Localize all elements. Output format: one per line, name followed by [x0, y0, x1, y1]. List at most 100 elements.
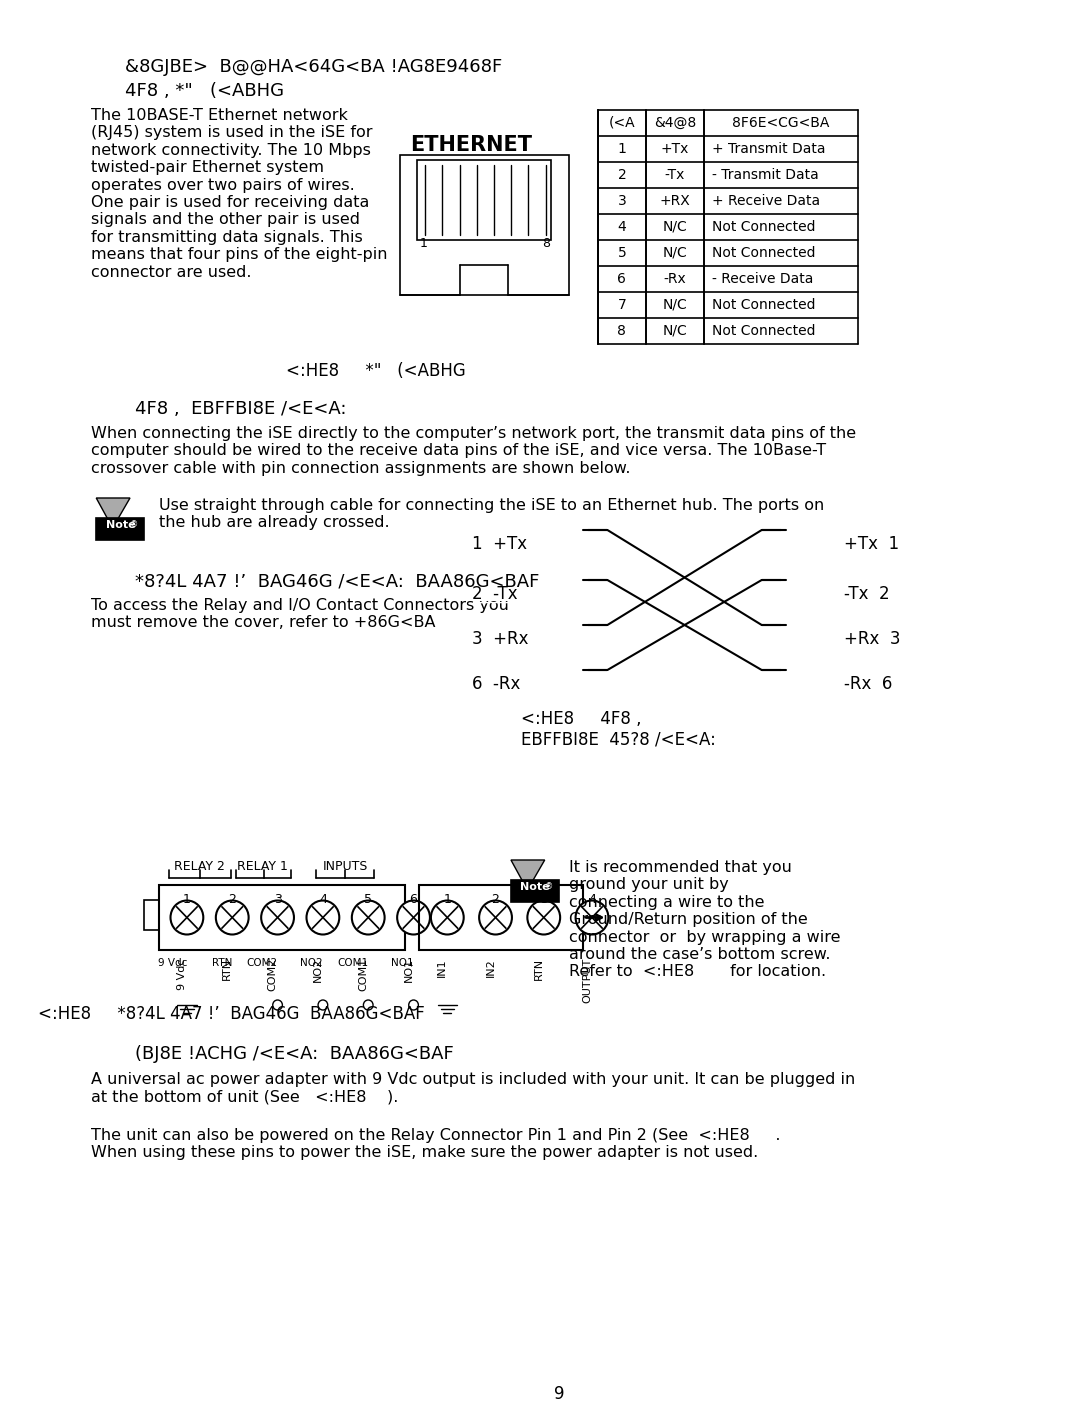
Text: NO2: NO2 — [300, 957, 323, 969]
Text: + Receive Data: + Receive Data — [712, 193, 820, 208]
Text: -Rx  6: -Rx 6 — [843, 675, 892, 693]
Text: *8?4L 4A7 !’  BAG46G /<E<A:  BAA86G<BAF: *8?4L 4A7 !’ BAG46G /<E<A: BAA86G<BAF — [135, 572, 539, 590]
Text: -Tx  2: -Tx 2 — [843, 585, 889, 603]
Text: IN1: IN1 — [437, 957, 447, 977]
Text: The 10BASE-T Ethernet network
(RJ45) system is used in the iSE for
network conne: The 10BASE-T Ethernet network (RJ45) sys… — [92, 107, 388, 280]
Circle shape — [273, 1000, 282, 1010]
Text: (<A: (<A — [608, 116, 635, 130]
Text: RTN: RTN — [534, 957, 543, 980]
Text: 8: 8 — [618, 323, 626, 337]
Text: 4: 4 — [618, 220, 626, 234]
Text: NO2: NO2 — [313, 957, 323, 983]
Text: <:HE8     4F8 ,
EBFFBI8E  45?8 /<E<A:: <:HE8 4F8 , EBFFBI8E 45?8 /<E<A: — [521, 710, 715, 748]
Text: 9: 9 — [554, 1385, 565, 1404]
Text: N/C: N/C — [662, 323, 687, 337]
Text: 5: 5 — [364, 892, 373, 907]
Text: RELAY 1: RELAY 1 — [237, 860, 287, 873]
Text: To access the Relay and I/O Contact Connectors you
must remove the cover, refer : To access the Relay and I/O Contact Conn… — [92, 599, 510, 630]
Text: NO1: NO1 — [391, 957, 414, 969]
Text: 1: 1 — [183, 892, 191, 907]
Text: 1: 1 — [444, 892, 451, 907]
Text: +RX: +RX — [660, 193, 690, 208]
Text: 2  -Tx: 2 -Tx — [472, 585, 518, 603]
Text: ®: ® — [130, 520, 138, 530]
Polygon shape — [511, 860, 544, 890]
Text: When connecting the iSE directly to the computer’s network port, the transmit da: When connecting the iSE directly to the … — [92, 426, 856, 476]
Text: -Tx: -Tx — [664, 168, 685, 182]
Bar — [145, 899, 159, 931]
Circle shape — [352, 901, 384, 935]
Text: N/C: N/C — [662, 298, 687, 312]
Text: ®: ® — [544, 882, 553, 891]
Text: +Rx  3: +Rx 3 — [843, 630, 901, 648]
Text: +Tx  1: +Tx 1 — [843, 535, 899, 554]
Text: N/C: N/C — [662, 220, 687, 234]
Circle shape — [408, 1000, 418, 1010]
Text: __________: __________ — [472, 585, 556, 603]
Text: 3: 3 — [540, 892, 548, 907]
Circle shape — [307, 901, 339, 935]
Text: Not Connected: Not Connected — [712, 246, 815, 260]
Text: - Transmit Data: - Transmit Data — [712, 168, 819, 182]
Bar — [511, 880, 559, 902]
Text: RELAY 2: RELAY 2 — [174, 860, 225, 873]
Text: N/C: N/C — [662, 246, 687, 260]
Text: 2: 2 — [228, 892, 237, 907]
Circle shape — [576, 901, 608, 935]
Text: 5: 5 — [618, 246, 626, 260]
Text: 9 Vdc: 9 Vdc — [158, 957, 187, 969]
Circle shape — [261, 901, 294, 935]
Text: <:HE8     *"   (<ABHG: <:HE8 *" (<ABHG — [286, 361, 465, 380]
Circle shape — [397, 901, 430, 935]
Text: COM1: COM1 — [337, 957, 368, 969]
Text: The unit can also be powered on the Relay Connector Pin 1 and Pin 2 (See  <:HE8 : The unit can also be powered on the Rela… — [92, 1128, 781, 1161]
Text: Use straight through cable for connecting the iSE to an Ethernet hub. The ports : Use straight through cable for connectin… — [159, 498, 824, 531]
Text: 4: 4 — [319, 892, 327, 907]
Text: 8: 8 — [542, 237, 550, 250]
Text: 3: 3 — [618, 193, 626, 208]
Text: 1: 1 — [618, 143, 626, 155]
Text: ETHERNET: ETHERNET — [409, 136, 531, 155]
Text: &8GJBE>  B@@HA<64G<BA !AG8E9468F: &8GJBE> B@@HA<64G<BA !AG8E9468F — [125, 58, 502, 76]
Text: RTN: RTN — [222, 957, 232, 980]
Circle shape — [527, 901, 561, 935]
Text: + Transmit Data: + Transmit Data — [712, 143, 825, 155]
Text: +Tx: +Tx — [661, 143, 689, 155]
Text: COM2: COM2 — [268, 957, 278, 991]
Text: It is recommended that you
ground your unit by
connecting a wire to the
Ground/R: It is recommended that you ground your u… — [569, 860, 840, 980]
Text: RTN: RTN — [212, 957, 232, 969]
Text: INPUTS: INPUTS — [323, 860, 368, 873]
Circle shape — [431, 901, 463, 935]
Text: __________: __________ — [472, 535, 556, 554]
Bar — [400, 155, 569, 295]
Text: Note: Note — [106, 520, 135, 530]
Polygon shape — [96, 498, 130, 528]
Text: __________: __________ — [472, 675, 556, 693]
Text: 2: 2 — [618, 168, 626, 182]
Text: 6: 6 — [618, 273, 626, 287]
Text: OUTPUT: OUTPUT — [582, 957, 592, 1004]
Bar — [159, 885, 405, 950]
Text: 2: 2 — [491, 892, 499, 907]
Text: 6: 6 — [409, 892, 418, 907]
Text: NO1: NO1 — [404, 957, 414, 983]
Text: 4F8 , *"   (<ABHG: 4F8 , *" (<ABHG — [125, 82, 284, 100]
Circle shape — [480, 901, 512, 935]
Text: Not Connected: Not Connected — [712, 220, 815, 234]
Text: 8F6E<CG<BA: 8F6E<CG<BA — [732, 116, 829, 130]
Circle shape — [216, 901, 248, 935]
Text: 4: 4 — [588, 892, 596, 907]
Text: -Rx: -Rx — [663, 273, 686, 287]
Text: Not Connected: Not Connected — [712, 298, 815, 312]
Text: 3: 3 — [273, 892, 282, 907]
Text: <:HE8     *8?4L 4A7 !’  BAG46G  BAA86G<BAF: <:HE8 *8?4L 4A7 !’ BAG46G BAA86G<BAF — [38, 1005, 424, 1024]
Text: 3  +Rx: 3 +Rx — [472, 630, 529, 648]
Text: (BJ8E !ACHG /<E<A:  BAA86G<BAF: (BJ8E !ACHG /<E<A: BAA86G<BAF — [135, 1045, 454, 1063]
Text: 1: 1 — [419, 237, 428, 250]
Text: __________: __________ — [472, 630, 556, 648]
Text: 1  +Tx: 1 +Tx — [472, 535, 527, 554]
Text: COM1: COM1 — [359, 957, 368, 991]
Bar — [419, 885, 583, 950]
Text: &4@8: &4@8 — [653, 116, 696, 130]
Text: IN2: IN2 — [486, 957, 496, 977]
